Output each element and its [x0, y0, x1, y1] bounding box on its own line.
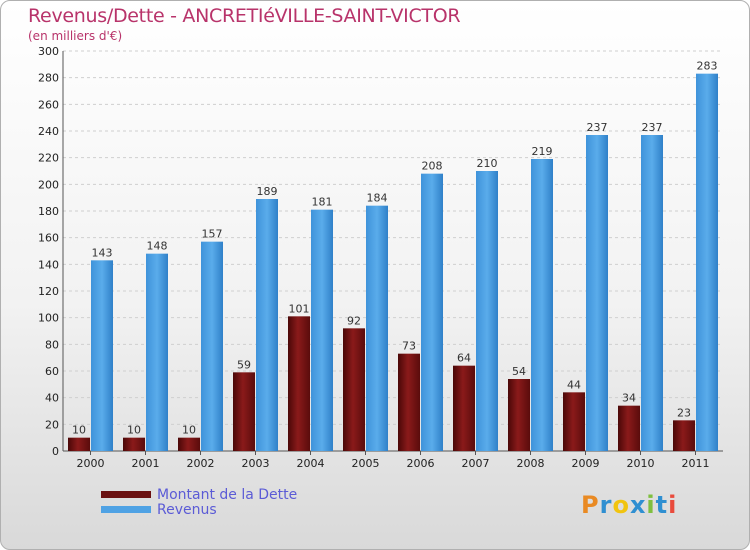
axes: 0 20 40 60 80 100 120 140 160 180 200 220 240 260 280 3…: [38, 45, 723, 470]
data-label-debt: 59: [237, 358, 251, 371]
legend-label-debt: Montant de la Dette: [157, 486, 298, 503]
logo-letter: i: [668, 491, 678, 519]
bar-revenue: [641, 135, 663, 451]
bar-revenue: [366, 205, 388, 451]
y-tick-label: 220: [38, 152, 59, 165]
bar-debt: [343, 328, 365, 451]
bar-revenue: [586, 135, 608, 451]
data-label-revenue: 283: [697, 60, 718, 73]
data-label-revenue: 237: [587, 121, 608, 134]
x-tick-label: 2007: [462, 457, 490, 470]
data-label-revenue: 157: [202, 228, 223, 241]
data-label-debt: 64: [457, 352, 471, 365]
bar-revenue: [476, 171, 498, 451]
x-tick-label: 2003: [242, 457, 270, 470]
logo-letter: P: [581, 491, 600, 519]
x-tick-label: 2004: [297, 457, 325, 470]
data-label-debt: 44: [567, 378, 581, 391]
x-tick-label: 2010: [627, 457, 655, 470]
bar-debt: [68, 437, 90, 451]
bar-chart: 0 20 40 60 80 100 120 140 160 180 200 220 240 260 280 3…: [38, 45, 723, 470]
data-label-revenue: 210: [477, 157, 498, 170]
bars: [68, 73, 718, 452]
legend-item-revenue: Revenus: [101, 501, 297, 518]
x-tick-label: 2011: [682, 457, 710, 470]
bar-revenue: [146, 253, 168, 451]
data-labels: 10 143 10 148 10 157 59 189 101 181 92 184 73 208 64 21…: [72, 60, 718, 437]
data-label-debt: 101: [289, 302, 310, 315]
legend-label-revenue: Revenus: [157, 501, 217, 518]
bar-revenue: [696, 73, 718, 452]
bar-debt: [618, 405, 640, 451]
y-tick-label: 140: [38, 258, 59, 271]
chart-subtitle: (en milliers d'€): [28, 29, 123, 43]
y-tick-label: 260: [38, 98, 59, 111]
y-tick-label: 240: [38, 125, 59, 138]
bar-revenue: [421, 173, 443, 451]
bar-revenue: [201, 241, 223, 451]
data-label-debt: 92: [347, 314, 361, 327]
legend-item-debt: Montant de la Dette: [101, 486, 298, 503]
data-label-debt: 10: [182, 424, 196, 437]
bar-debt: [563, 392, 585, 451]
chart-title: Revenus/Dette - ANCRETIéVILLE-SAINT-VICT…: [28, 5, 461, 27]
bar-debt: [673, 420, 695, 451]
y-tick-label: 120: [38, 285, 59, 298]
bar-debt: [288, 316, 310, 451]
y-tick-label: 280: [38, 72, 59, 85]
legend-swatch-revenue: [101, 506, 151, 513]
bar-revenue: [91, 260, 113, 451]
bar-debt: [508, 379, 530, 451]
data-label-debt: 10: [127, 424, 141, 437]
data-label-debt: 54: [512, 365, 526, 378]
x-tick-label: 2002: [187, 457, 215, 470]
logo-letter: t: [655, 491, 669, 519]
data-label-revenue: 189: [257, 185, 278, 198]
bar-debt: [178, 437, 200, 451]
bar-debt: [123, 437, 145, 451]
proxiti-logo: Proxiti: [581, 491, 677, 519]
logo-letter: o: [612, 491, 630, 519]
data-label-revenue: 208: [422, 160, 443, 173]
y-tick-label: 20: [45, 418, 59, 431]
data-label-debt: 73: [402, 340, 416, 353]
y-tick-label: 80: [45, 338, 59, 351]
logo-letter: i: [646, 491, 656, 519]
data-label-revenue: 184: [367, 192, 388, 205]
bar-debt: [453, 365, 475, 451]
x-tick-label: 2005: [352, 457, 380, 470]
logo-letter: x: [629, 491, 647, 519]
legend: Montant de la Dette Revenus: [101, 486, 298, 518]
data-label-revenue: 143: [92, 246, 113, 259]
y-tick-label: 60: [45, 365, 59, 378]
legend-swatch-debt: [101, 491, 151, 498]
bar-debt: [233, 372, 255, 451]
y-tick-label: 100: [38, 312, 59, 325]
data-label-revenue: 181: [312, 196, 333, 209]
logo-letter: r: [599, 491, 613, 519]
x-tick-label: 2001: [132, 457, 160, 470]
bar-debt: [398, 353, 420, 451]
x-tick-label: 2000: [77, 457, 105, 470]
grid-lines: [63, 50, 723, 452]
y-tick-label: 180: [38, 205, 59, 218]
data-label-revenue: 219: [532, 145, 553, 158]
bar-revenue: [531, 159, 553, 451]
x-tick-label: 2008: [517, 457, 545, 470]
bar-revenue: [311, 209, 333, 451]
y-tick-label: 160: [38, 232, 59, 245]
data-label-revenue: 148: [147, 240, 168, 253]
y-tick-label: 0: [52, 445, 59, 458]
y-tick-label: 40: [45, 392, 59, 405]
y-tick-label: 300: [38, 45, 59, 58]
x-tick-label: 2009: [572, 457, 600, 470]
bar-revenue: [256, 199, 278, 451]
data-label-debt: 34: [622, 392, 636, 405]
x-tick-label: 2006: [407, 457, 435, 470]
y-tick-label: 200: [38, 178, 59, 191]
data-label-debt: 10: [72, 424, 86, 437]
data-label-debt: 23: [677, 406, 691, 419]
data-label-revenue: 237: [642, 121, 663, 134]
